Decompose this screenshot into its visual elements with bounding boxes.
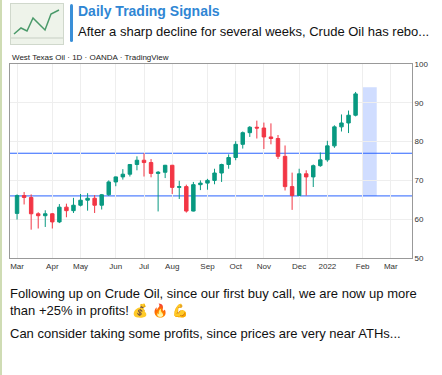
svg-text:Mar: Mar — [384, 262, 398, 271]
svg-text:May: May — [73, 262, 88, 271]
svg-text:Feb: Feb — [356, 262, 370, 271]
svg-text:80: 80 — [415, 137, 424, 146]
svg-text:90: 90 — [415, 99, 424, 108]
svg-text:Sep: Sep — [200, 262, 215, 271]
html-text:Following up on Crude Oil, sin: Following up on Crude Oil, since our fir… — [10, 286, 417, 318]
svg-text:2022: 2022 — [318, 262, 336, 271]
svg-text:Oct: Oct — [229, 262, 242, 271]
svg-text:50: 50 — [415, 254, 424, 263]
html-text:Can consider taking some profi: Can consider taking some profits, since … — [10, 326, 401, 341]
svg-text:West Texas Oil · 1D · OANDA ·: West Texas Oil · 1D · OANDA · TradingVie… — [12, 53, 169, 62]
svg-text:100: 100 — [415, 60, 429, 69]
svg-text:Dec: Dec — [292, 262, 306, 271]
svg-text:Aug: Aug — [165, 262, 179, 271]
html-text:After a sharp decline for seve: After a sharp decline for several weeks,… — [78, 24, 430, 39]
svg-text:Mar: Mar — [10, 262, 24, 271]
svg-text:70: 70 — [415, 176, 424, 185]
svg-text:Jul: Jul — [139, 262, 149, 271]
html-text:Daily Trading Signals: Daily Trading Signals — [78, 3, 220, 19]
svg-text:Apr: Apr — [46, 262, 59, 271]
svg-text:Nov: Nov — [257, 262, 271, 271]
svg-text:Jun: Jun — [109, 262, 122, 271]
svg-text:60: 60 — [415, 215, 424, 224]
